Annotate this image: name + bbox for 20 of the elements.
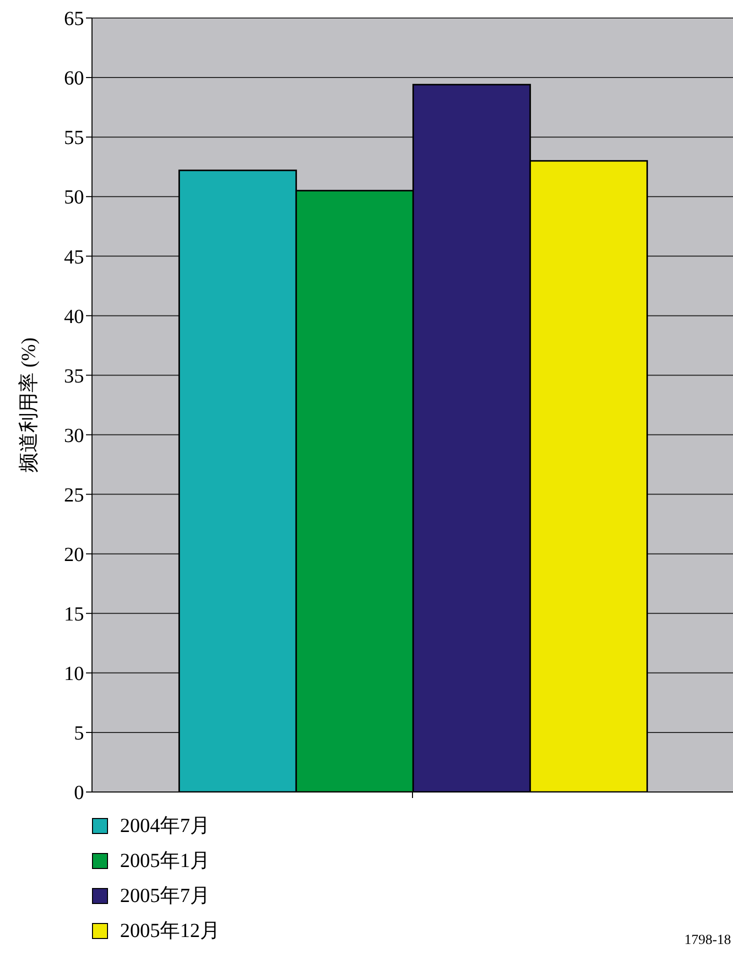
y-tick-label: 45 [64,246,84,268]
y-tick-label: 50 [64,186,84,209]
y-tick-label: 15 [64,603,84,626]
y-tick-label: 0 [74,782,84,804]
y-tick-label: 20 [64,544,84,566]
legend-label: 2004年7月 [120,814,210,839]
y-tick-label: 30 [64,424,84,447]
y-tick-label: 55 [64,127,84,150]
legend-label: 2005年12月 [120,919,220,944]
y-tick-label: 40 [64,306,84,328]
y-tick-label: 65 [64,8,84,30]
y-tick-label: 5 [74,722,84,745]
text: 1798-18 [684,933,731,949]
y-tick-label: 35 [64,365,84,388]
legend-label: 2005年1月 [120,849,210,874]
y-tick-label: 25 [64,484,84,506]
y-tick-label: 60 [64,68,84,90]
y-axis-title: 频道利用率 (%) [18,338,40,472]
legend-label: 2005年7月 [120,884,210,909]
y-tick-label: 10 [64,663,84,686]
